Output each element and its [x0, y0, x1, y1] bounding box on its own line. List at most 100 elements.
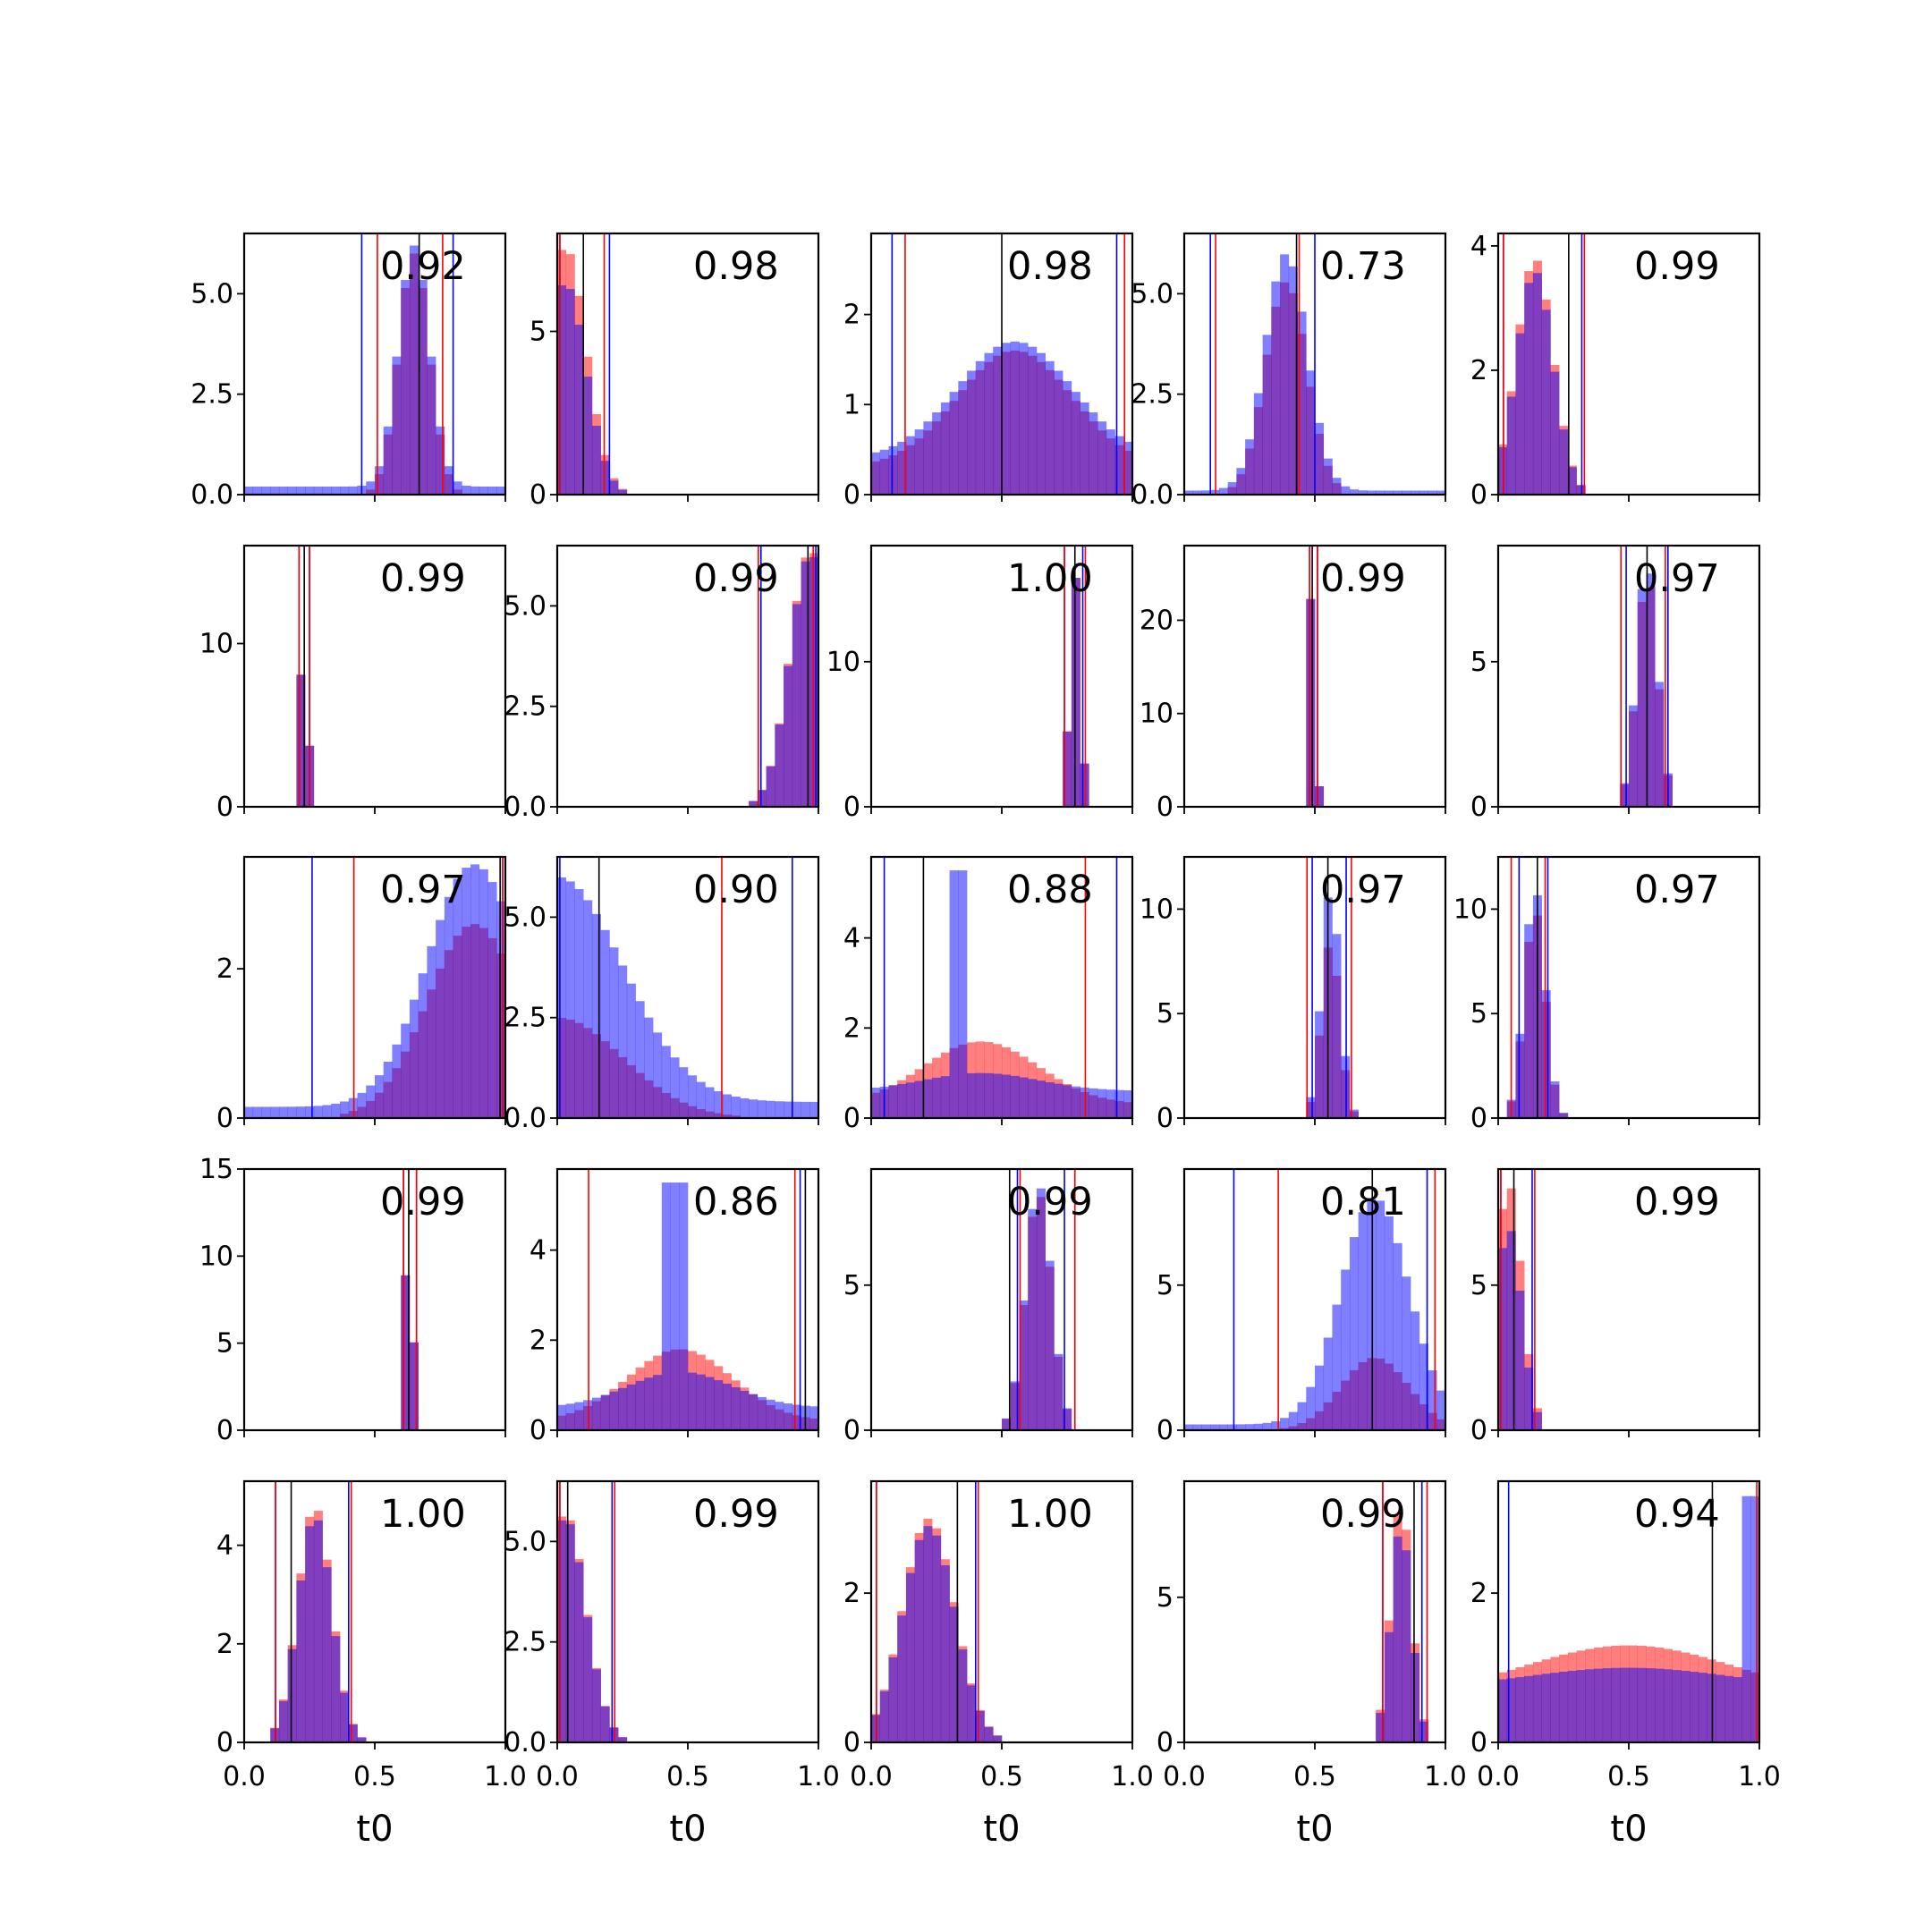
bar-blue [975, 1072, 985, 1118]
score-label: 0.86 [693, 1180, 779, 1224]
bar-blue [487, 882, 497, 1118]
score-label: 0.97 [1634, 556, 1720, 601]
subplot-0-4: 0 2 4 0.99 [1470, 231, 1761, 511]
bar-blue [809, 1406, 819, 1430]
bar-blue [340, 1692, 350, 1742]
score-label: 0.99 [1320, 1492, 1406, 1537]
bar-blue [418, 973, 428, 1118]
bar-blue [252, 487, 262, 495]
bar-blue [462, 485, 471, 495]
bar-blue [1054, 1353, 1063, 1430]
x-axis-label: t0 [1610, 1809, 1647, 1850]
y-tick-label: 2 [530, 1325, 547, 1356]
bar-blue [574, 325, 584, 495]
bar-blue [322, 1105, 332, 1118]
bar-blue [1227, 482, 1237, 495]
bar-blue [583, 1617, 593, 1742]
bar-blue [1419, 490, 1428, 495]
bar-blue [1402, 1276, 1411, 1430]
x-tick-label: 0.5 [1607, 1761, 1650, 1792]
bar-blue [1019, 343, 1029, 495]
bar-blue [496, 901, 506, 1118]
bar-blue [1002, 1074, 1012, 1118]
bar-blue [1532, 1674, 1542, 1742]
score-label: 0.97 [1320, 868, 1406, 912]
bar-blue [470, 864, 480, 1118]
bar-blue [1306, 1386, 1316, 1430]
bar-blue [1576, 485, 1586, 495]
subplot-1-4: 050.97 [1470, 544, 1761, 823]
bar-blue [313, 1520, 323, 1742]
bar-blue [1063, 381, 1072, 495]
bar-blue [949, 1606, 959, 1742]
bar-blue [1741, 1496, 1751, 1742]
y-tick-label: 0 [1470, 1103, 1487, 1134]
axes-frame [242, 544, 507, 809]
score-label: 0.99 [1634, 244, 1720, 289]
x-tick-label: 1.0 [1111, 1761, 1154, 1792]
bar-blue [1089, 1088, 1098, 1118]
bar-blue [1436, 490, 1446, 495]
bar-blue [1071, 1086, 1080, 1118]
bar-blue [1245, 439, 1255, 495]
bar-blue [1611, 1667, 1621, 1742]
bar-blue [635, 1380, 645, 1430]
bar-blue [1010, 1381, 1020, 1430]
bar-blue [792, 1404, 801, 1430]
y-tick-label: 0 [530, 1415, 547, 1446]
bar-blue [1332, 934, 1342, 1118]
bar-blue [1550, 1673, 1560, 1742]
bar-blue [340, 1101, 350, 1118]
bar-blue [914, 429, 924, 495]
bar-blue [261, 1106, 271, 1118]
bar-blue [635, 1001, 645, 1118]
bar-blue [313, 487, 323, 495]
bar-blue [1201, 490, 1211, 495]
y-tick-label: 0 [1470, 1415, 1487, 1446]
bar-blue [1594, 1668, 1604, 1742]
bar-blue [1515, 1677, 1525, 1742]
y-tick-label: 5.0 [504, 1526, 547, 1557]
bar-blue [1672, 1670, 1682, 1742]
bar-blue [270, 1728, 280, 1742]
bar-blue [609, 947, 619, 1118]
bar-blue [1227, 1424, 1237, 1430]
subplot-4-4: 0 2 0.0 0.5 1.0 0.94 t0 [1470, 1479, 1781, 1850]
bar-blue [679, 1067, 689, 1118]
bar-blue [1271, 1420, 1281, 1430]
bar-blue [967, 1685, 977, 1742]
y-tick-label: 4 [1470, 231, 1487, 262]
bar-blue [644, 1377, 654, 1430]
bar-blue [1524, 283, 1534, 495]
bar-blue [949, 392, 959, 495]
bar-blue [740, 1391, 750, 1430]
y-tick-label: 2 [843, 300, 860, 331]
bar-blue [1559, 1113, 1569, 1118]
y-tick-label: 15 [199, 1154, 233, 1185]
bar-blue [1655, 682, 1665, 807]
bar-blue [1080, 1087, 1089, 1118]
bar-blue [348, 1097, 358, 1118]
bar-blue [940, 1076, 950, 1118]
bar-blue [1010, 1075, 1020, 1118]
y-tick-label: 0.0 [1131, 479, 1174, 511]
bar-blue [574, 889, 584, 1118]
bar-blue [1707, 1674, 1716, 1742]
bar-blue [322, 487, 332, 495]
bar-blue [453, 878, 462, 1118]
bar-blue [409, 245, 419, 495]
score-label: 0.81 [1320, 1180, 1406, 1224]
bar-blue [1524, 1367, 1534, 1430]
y-tick-label: 5.0 [504, 590, 547, 622]
subplot-4-1: 0.0 2.5 5.0 0.0 0.5 1.0 0.99 t0 [504, 1479, 840, 1850]
score-label: 0.99 [1634, 1180, 1720, 1224]
bar-blue [591, 913, 601, 1118]
bar-blue [1028, 1079, 1038, 1118]
bar-blue [357, 1092, 367, 1118]
bar-blue [331, 1103, 341, 1118]
bar-blue [1054, 370, 1063, 495]
bar-blue [287, 1648, 297, 1742]
bar-blue [278, 1106, 288, 1118]
bar-blue [296, 487, 306, 495]
bar-blue [905, 1572, 915, 1742]
